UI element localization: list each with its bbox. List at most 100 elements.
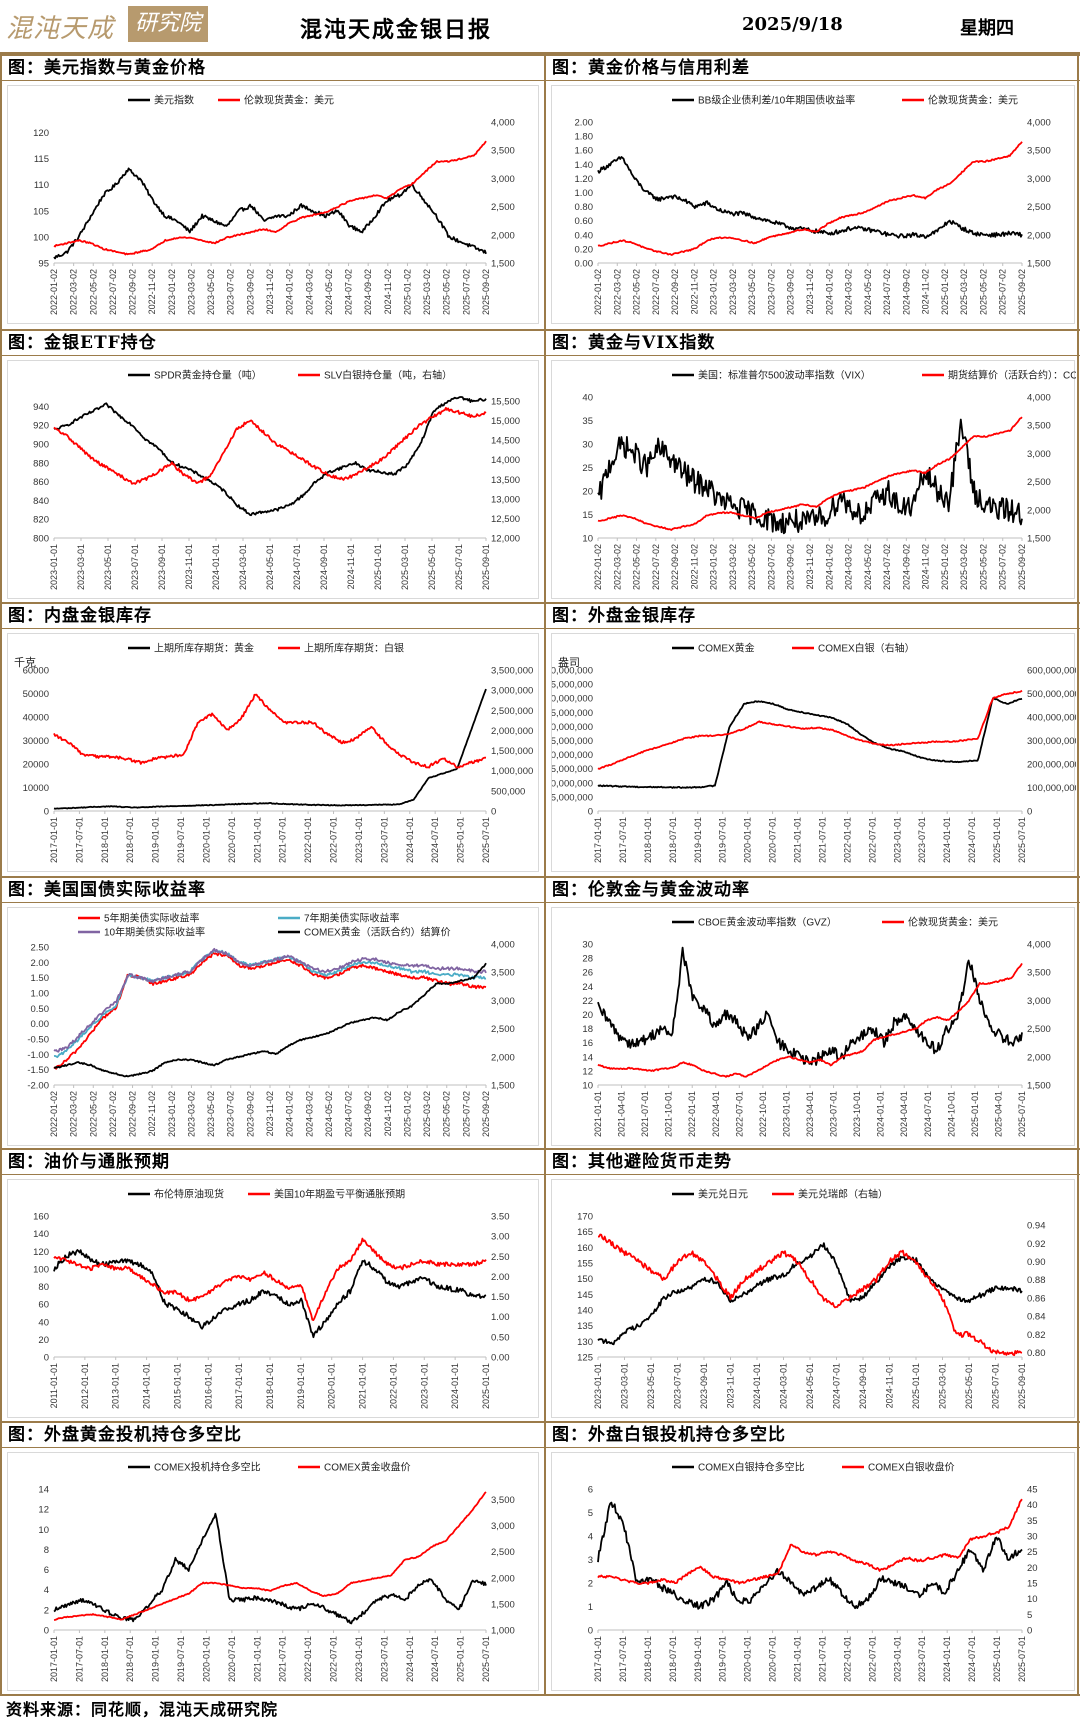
x-tick-label: 2023-05-02 bbox=[747, 269, 757, 315]
legend-item: 5年期美债实际收益率 bbox=[78, 912, 200, 925]
x-tick-label: 2022-07-02 bbox=[108, 1091, 118, 1137]
x-tick-label: 2018-01-01 bbox=[643, 1636, 653, 1682]
x-tick-label: 2025-05-02 bbox=[978, 269, 988, 315]
x-tick-label: 2018-01-01 bbox=[643, 817, 653, 863]
legend-label: CBOE黄金波动率指数（GVZ） bbox=[698, 916, 837, 929]
x-tick-label: 2024-01-02 bbox=[285, 1091, 295, 1137]
chart-panel: COMEX投机持仓多空比 COMEX黄金收盘价 0 2 4 6 8 10 12 14 1,000 1,… bbox=[7, 1452, 539, 1691]
legend-label: 5年期美债实际收益率 bbox=[104, 912, 200, 925]
left-tick-label: 20 bbox=[38, 1335, 49, 1346]
x-tick-label: 2022-04-01 bbox=[711, 1091, 721, 1137]
legend-item: 伦敦现货黄金：美元 bbox=[902, 94, 1018, 107]
right-tick-label: 3,000 bbox=[491, 174, 515, 185]
x-tick-label: 2024-01-02 bbox=[824, 544, 834, 590]
left-tick-label: 1.50 bbox=[31, 973, 50, 984]
left-tick-label: -0.50 bbox=[27, 1035, 49, 1046]
x-tick-label: 2022-01-01 bbox=[842, 817, 852, 863]
x-tick-label: 2024-03-01 bbox=[238, 544, 248, 590]
data-source-note: 资料来源：同花顺，混沌天成研究院 bbox=[6, 1700, 279, 1719]
x-tick-label: 2023-07-02 bbox=[226, 269, 236, 315]
x-tick-label: 2024-07-02 bbox=[882, 544, 892, 590]
x-tick-label: 2025-03-01 bbox=[400, 544, 410, 590]
x-tick-label: 2022-01-02 bbox=[49, 269, 59, 315]
right-tick-label: 2,000 bbox=[491, 1573, 515, 1584]
column-divider bbox=[1077, 54, 1079, 1696]
left-tick-label: 880 bbox=[33, 458, 49, 469]
left-tick-label: 40 bbox=[38, 1317, 49, 1328]
left-tick-label: 130 bbox=[577, 1337, 593, 1348]
row-divider bbox=[0, 1174, 1080, 1175]
x-tick-label: 2023-05-02 bbox=[206, 269, 216, 315]
legend-item: COMEX白银持仓多空比 bbox=[672, 1461, 805, 1474]
x-tick-label: 2025-07-01 bbox=[1017, 1636, 1027, 1682]
x-tick-label: 2017-07-01 bbox=[74, 817, 84, 863]
left-tick-label: 160 bbox=[33, 1212, 49, 1223]
legend-item: 7年期美债实际收益率 bbox=[278, 912, 400, 925]
series-line bbox=[53, 688, 487, 810]
section-title: 图：伦敦金与黄金波动率 bbox=[552, 880, 750, 900]
x-tick-label: 2022-10-01 bbox=[758, 1091, 768, 1137]
right-tick-label: 0 bbox=[491, 807, 496, 818]
legend-label: SLV白银持仓量（吨，右轴） bbox=[324, 369, 452, 382]
x-tick-label: 2023-01-02 bbox=[709, 544, 719, 590]
series-line bbox=[597, 1501, 1023, 1610]
x-tick-label: 2024-09-02 bbox=[363, 1091, 373, 1137]
x-tick-label: 2022-03-02 bbox=[69, 269, 79, 315]
chart-svg: SPDR黄金持仓量（吨） SLV白银持仓量（吨，右轴） 800 820 840 860 88… bbox=[33, 369, 520, 591]
x-tick-label: 2011-01-01 bbox=[49, 1363, 59, 1408]
logo-box-text: 研究院 bbox=[128, 6, 208, 42]
left-tick-label: 140 bbox=[577, 1306, 593, 1317]
chart-svg: CBOE黄金波动率指数（GVZ） 伦敦现货黄金：美元 10 12 14 16 18 20 22 2… bbox=[582, 916, 1051, 1138]
legend-label: COMEX白银收盘价 bbox=[868, 1461, 955, 1474]
x-tick-label: 2023-07-01 bbox=[829, 1091, 839, 1137]
legend-label: 美元指数 bbox=[154, 94, 194, 107]
x-tick-label: 2025-07-01 bbox=[454, 544, 464, 590]
right-tick-label: 3,000 bbox=[1027, 174, 1051, 185]
left-tick-label: 2 bbox=[588, 1579, 593, 1590]
row-divider bbox=[0, 1421, 1080, 1423]
right-tick-label: 2.50 bbox=[491, 1252, 510, 1263]
x-tick-label: 2025-07-01 bbox=[1017, 817, 1027, 863]
right-tick-label: 13,000 bbox=[491, 494, 520, 505]
report-title: 混沌天成金银日报 bbox=[300, 17, 493, 43]
x-tick-label: 2024-01-01 bbox=[405, 817, 415, 863]
left-tick-label: 10,000,000 bbox=[552, 778, 593, 789]
x-tick-label: 2024-11-02 bbox=[921, 269, 931, 314]
x-tick-label: 2021-07-01 bbox=[640, 1091, 650, 1137]
x-tick-label: 2025-09-02 bbox=[1017, 269, 1027, 315]
x-tick-label: 2024-05-01 bbox=[265, 544, 275, 590]
x-tick-label: 2020-01-01 bbox=[743, 1636, 753, 1682]
x-tick-label: 2024-05-02 bbox=[324, 269, 334, 315]
right-tick-label: 3,000 bbox=[1027, 996, 1051, 1007]
x-tick-label: 2023-01-01 bbox=[419, 1363, 429, 1409]
x-tick-label: 2023-01-02 bbox=[167, 269, 177, 315]
x-tick-label: 2020-07-01 bbox=[768, 817, 778, 863]
x-tick-label: 2020-07-01 bbox=[768, 1636, 778, 1682]
x-tick-label: 2025-01-01 bbox=[992, 1636, 1002, 1682]
left-tick-label: 95 bbox=[38, 259, 49, 270]
left-tick-label: 2.00 bbox=[31, 958, 50, 969]
x-tick-label: 2025-07-01 bbox=[481, 1636, 491, 1682]
right-tick-label: 0 bbox=[1027, 807, 1032, 818]
x-tick-label: 2023-07-02 bbox=[766, 269, 776, 315]
legend-item: SLV白银持仓量（吨，右轴） bbox=[298, 369, 452, 382]
right-tick-label: 2,500 bbox=[1027, 1024, 1051, 1035]
x-tick-label: 2025-07-01 bbox=[481, 817, 491, 863]
x-tick-label: 2021-01-01 bbox=[252, 817, 262, 863]
x-tick-label: 2019-01-01 bbox=[296, 1363, 306, 1409]
legend-label: COMEX黄金收盘价 bbox=[324, 1461, 411, 1474]
legend-item: BB级企业债利差/10年期国债收益率 bbox=[672, 94, 855, 107]
right-tick-label: 2,500,000 bbox=[491, 706, 533, 717]
x-tick-label: 2023-03-02 bbox=[186, 269, 196, 315]
left-tick-label: 160 bbox=[577, 1243, 593, 1254]
x-tick-label: 2022-05-02 bbox=[88, 269, 98, 315]
left-tick-label: 6 bbox=[588, 1485, 593, 1496]
x-tick-label: 2021-01-01 bbox=[793, 817, 803, 863]
legend-label: 美国：标准普尔500波动率指数（VIX） bbox=[698, 369, 871, 382]
x-tick-label: 2025-01-01 bbox=[456, 1636, 466, 1682]
legend-label: 上期所库存期货：白银 bbox=[304, 642, 404, 655]
right-tick-label: 0.82 bbox=[1027, 1330, 1046, 1341]
right-tick-label: 3,500 bbox=[491, 968, 515, 979]
right-tick-label: 4,000 bbox=[1027, 118, 1051, 129]
left-tick-label: -1.00 bbox=[27, 1050, 49, 1061]
